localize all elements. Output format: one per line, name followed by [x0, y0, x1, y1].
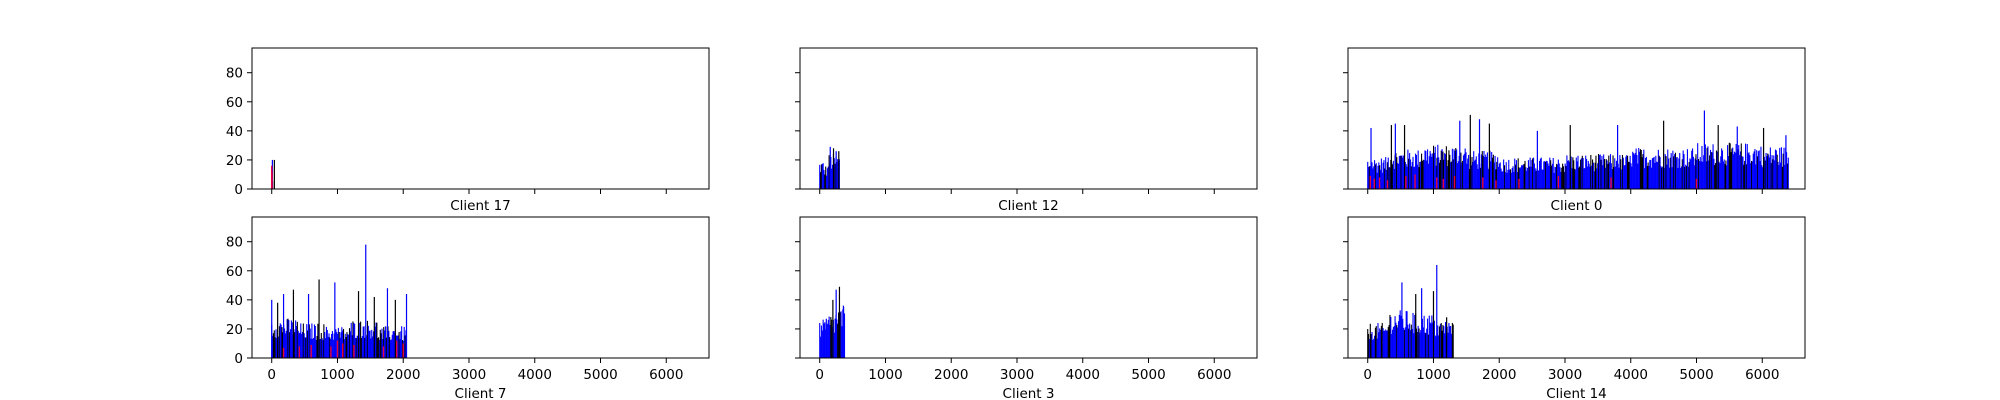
plot-area [252, 217, 709, 358]
y-tick-label: 0 [234, 351, 243, 367]
y-tick-label: 40 [226, 293, 243, 309]
y-tick-label: 40 [226, 124, 243, 140]
axes-frame [251, 47, 710, 190]
x-tick-label: 4000 [518, 367, 552, 383]
chart-panel: Client 0 [1343, 47, 1806, 214]
chart-panel: 0 1000 2000 3000 4000 5000 6000 Client 3 [795, 216, 1258, 400]
x-tick-label: 0 [1363, 367, 1372, 383]
panel-title: Client 14 [1546, 386, 1607, 400]
x-tick-label: 3000 [452, 367, 486, 383]
axes-frame [1347, 216, 1806, 359]
plot-area [252, 48, 709, 189]
chart-panel: 0 20 40 60 80 Client 17 [226, 47, 710, 214]
bar-group [819, 146, 840, 189]
x-tick-label: 5000 [1131, 367, 1165, 383]
x-tick-label: 6000 [649, 367, 683, 383]
panel-title: Client 12 [998, 198, 1059, 214]
x-tick-label: 4000 [1614, 367, 1648, 383]
y-tick-label: 80 [226, 66, 243, 82]
y-tick-label: 0 [234, 182, 243, 198]
bar-group [1367, 110, 1789, 189]
chart-panel: 0 1000 2000 3000 4000 5000 6000 Client 14 [1343, 216, 1806, 400]
x-tick-label: 5000 [1679, 367, 1713, 383]
panel-title: Client 3 [1003, 386, 1055, 400]
x-tick-label: 4000 [1066, 367, 1100, 383]
x-tick-label: 3000 [1000, 367, 1034, 383]
panel-title: Client 7 [455, 386, 507, 400]
y-tick-label: 60 [226, 95, 243, 111]
plot-area [800, 217, 1257, 358]
plot-area [800, 48, 1257, 189]
axes-frame [251, 216, 710, 359]
x-tick-label: 6000 [1197, 367, 1231, 383]
x-tick-label: 1000 [320, 367, 354, 383]
bar-group [271, 159, 275, 189]
panel-title: Client 0 [1551, 198, 1603, 214]
axes-frame [1347, 47, 1806, 190]
x-tick-label: 2000 [1482, 367, 1516, 383]
x-tick-label: 3000 [1548, 367, 1582, 383]
x-tick-label: 0 [267, 367, 276, 383]
x-tick-label: 6000 [1745, 367, 1779, 383]
x-tick-label: 1000 [1416, 367, 1450, 383]
y-tick-label: 60 [226, 264, 243, 280]
y-tick-label: 80 [226, 235, 243, 251]
axes-frame [799, 216, 1258, 359]
panel-title: Client 17 [450, 198, 511, 214]
bar-group [271, 244, 408, 358]
x-tick-label: 1000 [868, 367, 902, 383]
x-tick-label: 0 [815, 367, 824, 383]
y-tick-label: 20 [226, 322, 243, 338]
chart-panel: Client 12 [795, 47, 1258, 214]
x-tick-label: 2000 [386, 367, 420, 383]
bar-group [819, 286, 846, 358]
y-tick-label: 20 [226, 153, 243, 169]
axes-frame [799, 47, 1258, 190]
x-tick-label: 5000 [583, 367, 617, 383]
bar-group [1367, 264, 1454, 358]
chart-panel: 0 20 40 60 80 0 1000 2000 3000 4000 5000 6000 Client… [226, 216, 710, 400]
x-tick-label: 2000 [934, 367, 968, 383]
